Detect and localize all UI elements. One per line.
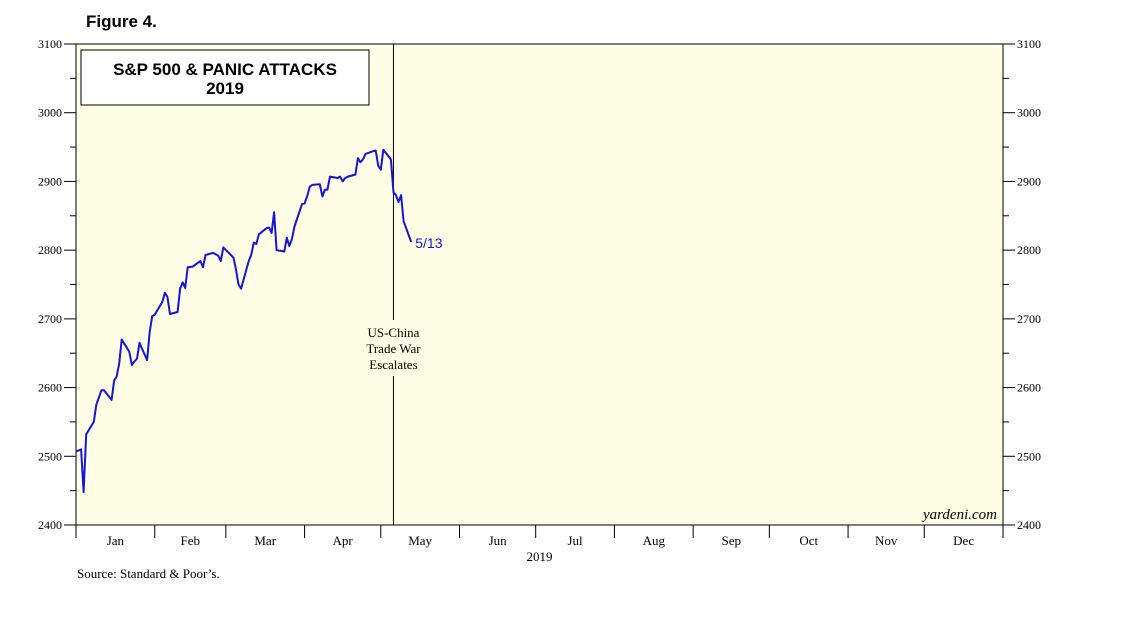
left-y-tick-label: 3100 (38, 37, 62, 51)
x-month-label: Jan (107, 533, 125, 548)
x-month-label: Dec (953, 533, 974, 548)
left-y-tick-label: 2700 (38, 312, 62, 326)
plot-border (75, 43, 1004, 526)
source-note: Source: Standard & Poor’s. (77, 566, 220, 581)
right-y-tick-label: 3100 (1017, 37, 1041, 51)
right-y-tick-label: 3000 (1017, 106, 1041, 120)
end-label: 5/13 (415, 235, 442, 251)
x-month-label: Oct (799, 533, 818, 548)
left-y-axis: 2400 2500 2600 2700 2800 2900 3000 3100 (38, 37, 76, 532)
x-month-label: Jun (489, 533, 508, 548)
right-y-axis: 2400 2500 2600 2700 2800 2900 3000 3100 (1003, 37, 1041, 532)
x-month-label: Aug (643, 533, 666, 548)
x-month-label: Mar (254, 533, 276, 548)
chart-title: S&P 500 & PANIC ATTACKS (113, 60, 337, 79)
x-month-label: Feb (181, 533, 201, 548)
series-line-sp500 (75, 148, 413, 493)
x-month-label: Nov (875, 533, 898, 548)
annotation-text: US-China (367, 325, 419, 340)
annotation-text: Escalates (369, 357, 417, 372)
left-y-tick-label: 3000 (38, 106, 62, 120)
x-month-label: Apr (333, 533, 354, 548)
x-month-label: Sep (721, 533, 741, 548)
left-y-tick-label: 2400 (38, 518, 62, 532)
right-y-tick-label: 2600 (1017, 381, 1041, 395)
x-month-label: May (408, 533, 432, 548)
right-y-tick-label: 2500 (1017, 449, 1041, 463)
x-month-label: Jul (567, 533, 583, 548)
annotation-text: Trade War (366, 341, 421, 356)
right-y-tick-label: 2900 (1017, 174, 1041, 188)
left-y-tick-label: 2900 (38, 174, 62, 188)
left-y-tick-label: 2500 (38, 449, 62, 463)
right-y-tick-label: 2700 (1017, 312, 1041, 326)
chart-subtitle: 2019 (206, 79, 244, 98)
title-box: S&P 500 & PANIC ATTACKS 2019 (80, 49, 370, 106)
left-y-tick-label: 2600 (38, 381, 62, 395)
x-axis: Jan Feb Mar Apr May Jun Jul Aug Sep Oct Nov Dec (75, 525, 1004, 548)
right-y-tick-label: 2400 (1017, 518, 1041, 532)
watermark: yardeni.com (921, 507, 997, 523)
plot-area (76, 44, 1003, 525)
figure-label: Figure 4. (86, 12, 157, 31)
x-axis-year-label: 2019 (527, 549, 553, 564)
left-y-tick-label: 2800 (38, 243, 62, 257)
right-y-tick-label: 2800 (1017, 243, 1041, 257)
